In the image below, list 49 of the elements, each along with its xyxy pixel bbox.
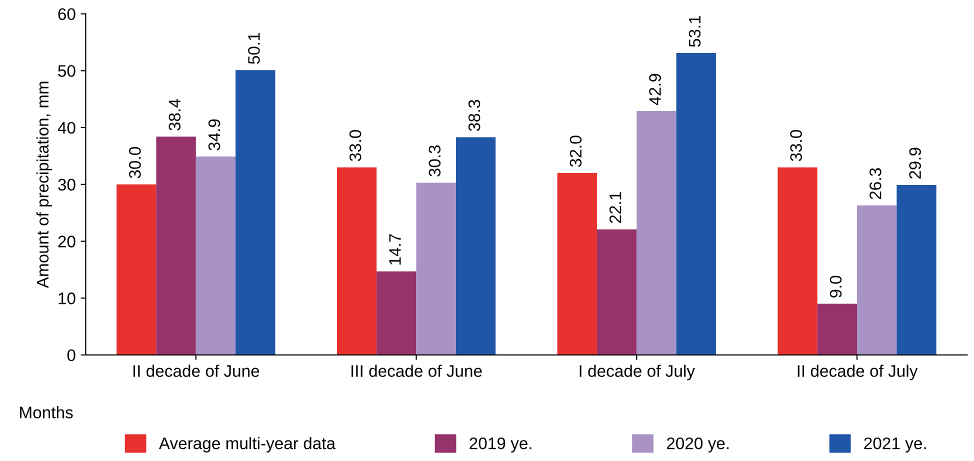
y-tick-label: 10 <box>58 292 76 304</box>
data-label: 33.0 <box>790 130 802 162</box>
bar <box>416 182 456 355</box>
data-label: 9.0 <box>830 276 842 298</box>
data-label: 26.3 <box>870 168 882 200</box>
data-label: 32.0 <box>570 136 582 167</box>
data-label: 53.1 <box>688 16 701 47</box>
legend-label: Average multi-year data <box>158 437 336 453</box>
legend-label: 2020 ye. <box>666 437 729 453</box>
y-tick-label: 0 <box>67 349 76 362</box>
legend-label: 2019 ye. <box>470 437 532 453</box>
bar <box>778 167 818 355</box>
x-tick-label: III decade of June <box>352 364 482 377</box>
data-label: 22.1 <box>609 192 622 223</box>
data-label: 50.1 <box>248 32 260 64</box>
bar <box>636 111 676 355</box>
data-label: 30.0 <box>129 147 141 178</box>
bar <box>676 53 716 355</box>
data-label: 29.9 <box>909 148 921 179</box>
bar <box>817 304 857 355</box>
x-tick-label: II decade of July <box>798 364 918 380</box>
y-tick-label: 20 <box>58 236 76 248</box>
bar <box>196 156 236 355</box>
x-tick-label: II decade of June <box>134 364 260 377</box>
data-label: 38.3 <box>468 100 480 132</box>
x-axis-title: Months <box>20 406 73 418</box>
bar <box>596 229 637 355</box>
bar <box>557 173 597 355</box>
y-tick-label: 50 <box>58 65 76 77</box>
y-axis-title: Amount of precipitation, mm <box>36 82 52 288</box>
y-tick-label: 30 <box>58 178 76 191</box>
y-tick-label: 60 <box>58 8 76 20</box>
data-label: 30.3 <box>428 145 441 177</box>
x-tick-label: I decade of July <box>580 364 695 380</box>
data-label: 33.0 <box>349 130 362 162</box>
y-tick-label: 40 <box>58 122 76 134</box>
bar <box>896 184 936 355</box>
legend-label: 2021 ye. <box>864 437 926 453</box>
bar <box>336 167 377 355</box>
bar <box>236 70 276 355</box>
data-label: 38.4 <box>168 99 181 130</box>
data-label: 42.9 <box>649 74 661 106</box>
bar <box>857 205 897 355</box>
bar <box>456 137 496 355</box>
data-label: 34.9 <box>208 119 220 150</box>
bar <box>376 271 416 355</box>
bar <box>116 184 156 355</box>
bar <box>156 136 196 355</box>
data-label: 14.7 <box>389 234 401 265</box>
